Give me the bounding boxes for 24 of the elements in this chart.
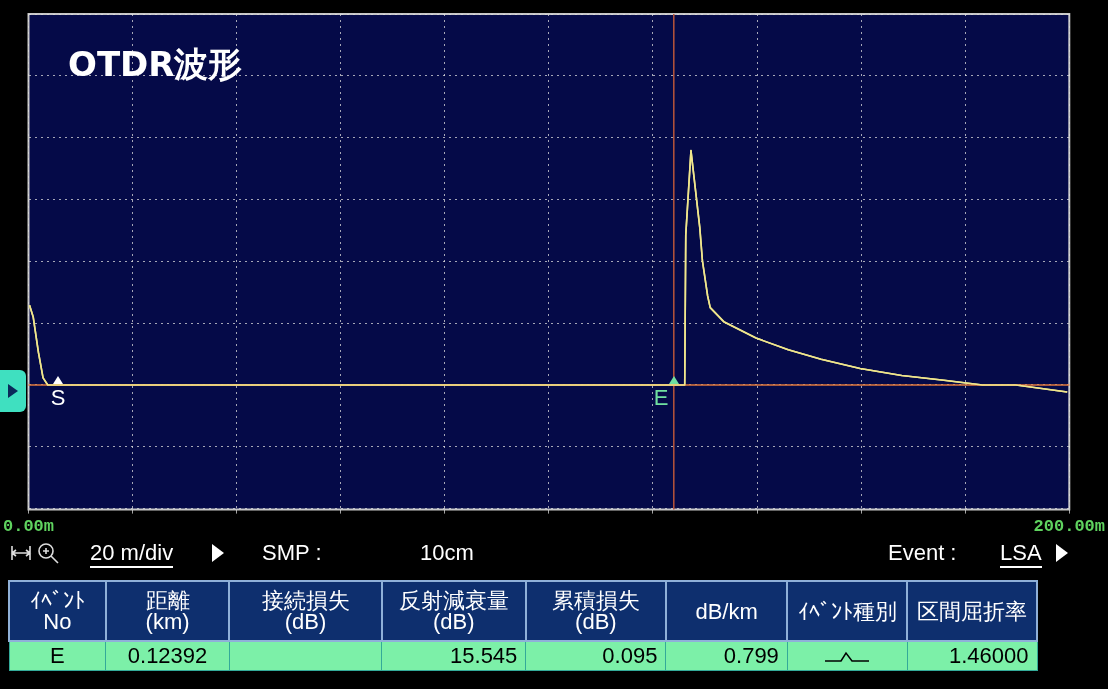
x-tick-label: 200.00m — [1033, 517, 1106, 537]
text: 1.46000 — [907, 641, 1037, 671]
text: 0.095 — [525, 641, 666, 671]
text: 累積損失 (dB) — [525, 581, 666, 641]
text: 距離 (km) — [105, 581, 230, 641]
text: ｲﾍﾞﾝﾄ No — [9, 581, 106, 641]
x-tick-label: 0.00m — [3, 517, 55, 537]
text: SMP : — [262, 540, 322, 566]
text: 接続損失 (dB) — [229, 581, 382, 641]
text: 0.12392 — [105, 641, 230, 671]
text: LSA — [1000, 540, 1042, 568]
text: E — [9, 641, 106, 671]
annotation: S — [50, 384, 66, 410]
text: 区間屈折率 — [916, 598, 1029, 624]
text: 0.799 — [665, 641, 788, 671]
text: dB/km — [665, 581, 788, 641]
text: 反射減衰量 (dB) — [397, 588, 510, 634]
chart-title: OTDR波形 — [68, 43, 243, 86]
text: ｲﾍﾞﾝﾄ種別 — [796, 598, 898, 624]
text: 15.545 — [381, 641, 526, 671]
text: 20 m/div — [90, 540, 174, 568]
text: Event : — [888, 540, 957, 566]
text: 10cm — [420, 540, 474, 566]
annotation: E — [653, 384, 669, 410]
